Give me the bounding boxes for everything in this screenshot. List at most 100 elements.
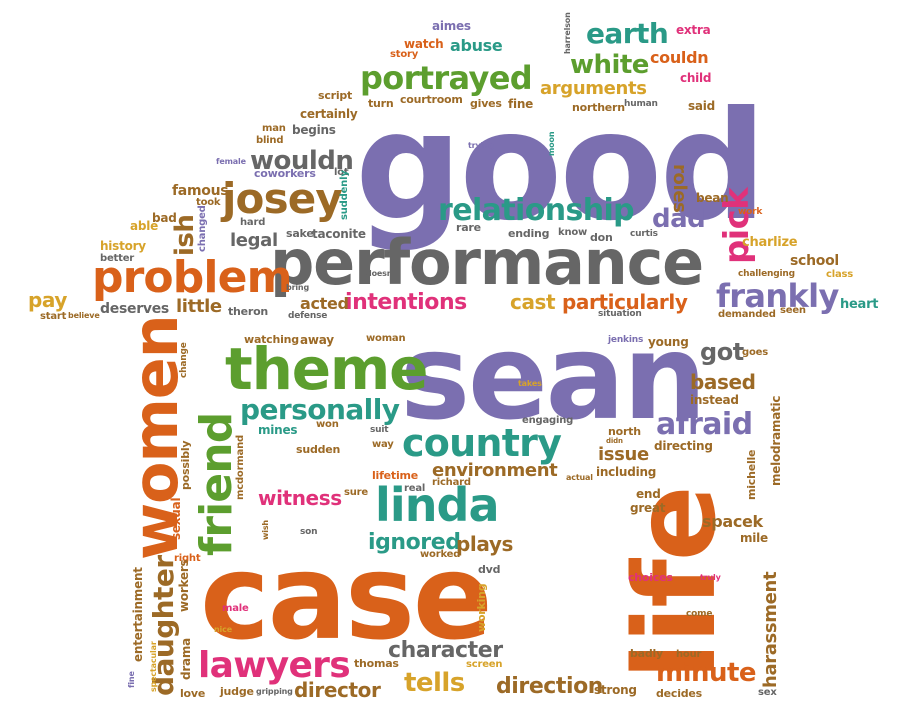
word-end: end bbox=[636, 487, 661, 501]
word-witness: witness bbox=[258, 486, 342, 510]
word-sex: sex bbox=[758, 687, 777, 698]
word-sake: sake bbox=[286, 227, 314, 240]
word-gripping: gripping bbox=[256, 687, 293, 696]
word-earth: earth bbox=[586, 17, 669, 50]
word-school: school bbox=[790, 253, 839, 269]
word-won: won bbox=[316, 419, 339, 430]
word-michelle: michelle bbox=[745, 449, 758, 500]
word-goes: goes bbox=[742, 347, 768, 358]
word-situation: situation bbox=[598, 309, 642, 319]
word-afraid: afraid bbox=[656, 407, 753, 442]
word-tells: tells bbox=[404, 668, 465, 698]
word-fine2: fine bbox=[127, 671, 136, 688]
word-woman: woman bbox=[366, 333, 406, 344]
word-screen: screen bbox=[466, 659, 503, 670]
word-theme: theme bbox=[225, 335, 428, 403]
word-mines: mines bbox=[258, 423, 298, 437]
word-roles: roles bbox=[669, 164, 690, 213]
word-didn: didn bbox=[606, 437, 623, 445]
word-including: including bbox=[596, 465, 657, 479]
word-wish: wish bbox=[261, 520, 270, 540]
word-human: human bbox=[624, 99, 658, 109]
word-truly: truly bbox=[700, 573, 721, 582]
word-coworkers: coworkers bbox=[254, 167, 316, 180]
word-hard: hard bbox=[240, 217, 266, 228]
word-blind: blind bbox=[256, 135, 284, 146]
word-challenging: challenging bbox=[738, 269, 795, 279]
word-don: don bbox=[590, 231, 613, 244]
word-seen: seen bbox=[780, 305, 806, 316]
word-white: white bbox=[570, 50, 649, 80]
word-son: son bbox=[300, 527, 318, 537]
word-friend: friend bbox=[191, 412, 242, 556]
word-said: said bbox=[688, 99, 715, 113]
word-directing: directing bbox=[654, 439, 713, 453]
word-actual: actual bbox=[566, 473, 593, 482]
word-doesn: doesn bbox=[366, 269, 393, 278]
word-believe: believe bbox=[68, 311, 100, 320]
word-country: country bbox=[402, 421, 562, 465]
word-lifetime: lifetime bbox=[372, 469, 418, 482]
word-little: little bbox=[176, 296, 222, 317]
word-based: based bbox=[690, 370, 756, 394]
word-dvd: dvd bbox=[478, 563, 501, 576]
word-script: script bbox=[318, 89, 353, 102]
word-harrelson: harrelson bbox=[563, 12, 572, 54]
word-relationship: relationship bbox=[438, 193, 635, 228]
word-child: child bbox=[680, 71, 712, 85]
word-right: right bbox=[174, 553, 201, 564]
word-takes: takes bbox=[518, 379, 542, 388]
word-sure: sure bbox=[344, 487, 368, 498]
word-bad: bad bbox=[152, 211, 177, 225]
word-portrayed: portrayed bbox=[360, 59, 533, 97]
word-choices: choices bbox=[628, 571, 673, 584]
word-dad: dad bbox=[652, 204, 706, 234]
word-moon: moon bbox=[547, 131, 556, 156]
word-workers: workers bbox=[177, 559, 191, 612]
word-young: young bbox=[648, 335, 689, 349]
word-way: way bbox=[372, 439, 394, 450]
word-plays: plays bbox=[456, 532, 513, 556]
word-worked: worked bbox=[420, 549, 461, 560]
word-ignored: ignored bbox=[368, 530, 461, 555]
word-female: female bbox=[216, 157, 246, 166]
word-rare: rare bbox=[456, 221, 481, 234]
word-certainly: certainly bbox=[300, 107, 358, 121]
word-aimes: aimes bbox=[432, 19, 471, 33]
word-spacek: spacek bbox=[702, 512, 763, 531]
word-heart: heart bbox=[840, 297, 879, 312]
word-charlize: charlize bbox=[742, 235, 798, 250]
word-arguments: arguments bbox=[540, 78, 647, 99]
word-problem: problem bbox=[92, 252, 292, 303]
word-courtroom: courtroom bbox=[400, 93, 463, 106]
word-character: character bbox=[388, 638, 503, 663]
word-work: work bbox=[738, 207, 763, 217]
word-couldn: couldn bbox=[650, 48, 709, 67]
word-acted: acted bbox=[300, 294, 349, 313]
word-great: great bbox=[630, 501, 666, 515]
word-issue: issue bbox=[598, 444, 649, 465]
word-deserves: deserves bbox=[100, 301, 169, 317]
word-director: director bbox=[294, 678, 381, 702]
word-melodramatic: melodramatic bbox=[769, 395, 783, 486]
word-taconite: taconite bbox=[312, 227, 366, 241]
word-strong: strong bbox=[594, 683, 637, 697]
word-come: come bbox=[686, 609, 713, 619]
word-intentions: intentions bbox=[345, 290, 467, 315]
word-got: got bbox=[700, 338, 744, 366]
word-legal: legal bbox=[230, 230, 278, 251]
word-badly: badly bbox=[630, 647, 664, 660]
word-abuse: abuse bbox=[450, 36, 503, 55]
word-nice: nice bbox=[214, 625, 232, 634]
word-begins: begins bbox=[292, 123, 336, 137]
word-history: history bbox=[100, 239, 146, 253]
word-theron: theron bbox=[228, 305, 269, 318]
word-bring: bring bbox=[286, 283, 310, 292]
word-trying: trying bbox=[468, 141, 495, 150]
word-man: man bbox=[262, 123, 286, 134]
word-mcdormand: mcdormand bbox=[235, 435, 246, 500]
word-sudden: sudden bbox=[296, 443, 341, 456]
word-suddenly: suddenly bbox=[339, 170, 350, 220]
word-engaging: engaging bbox=[522, 415, 574, 426]
